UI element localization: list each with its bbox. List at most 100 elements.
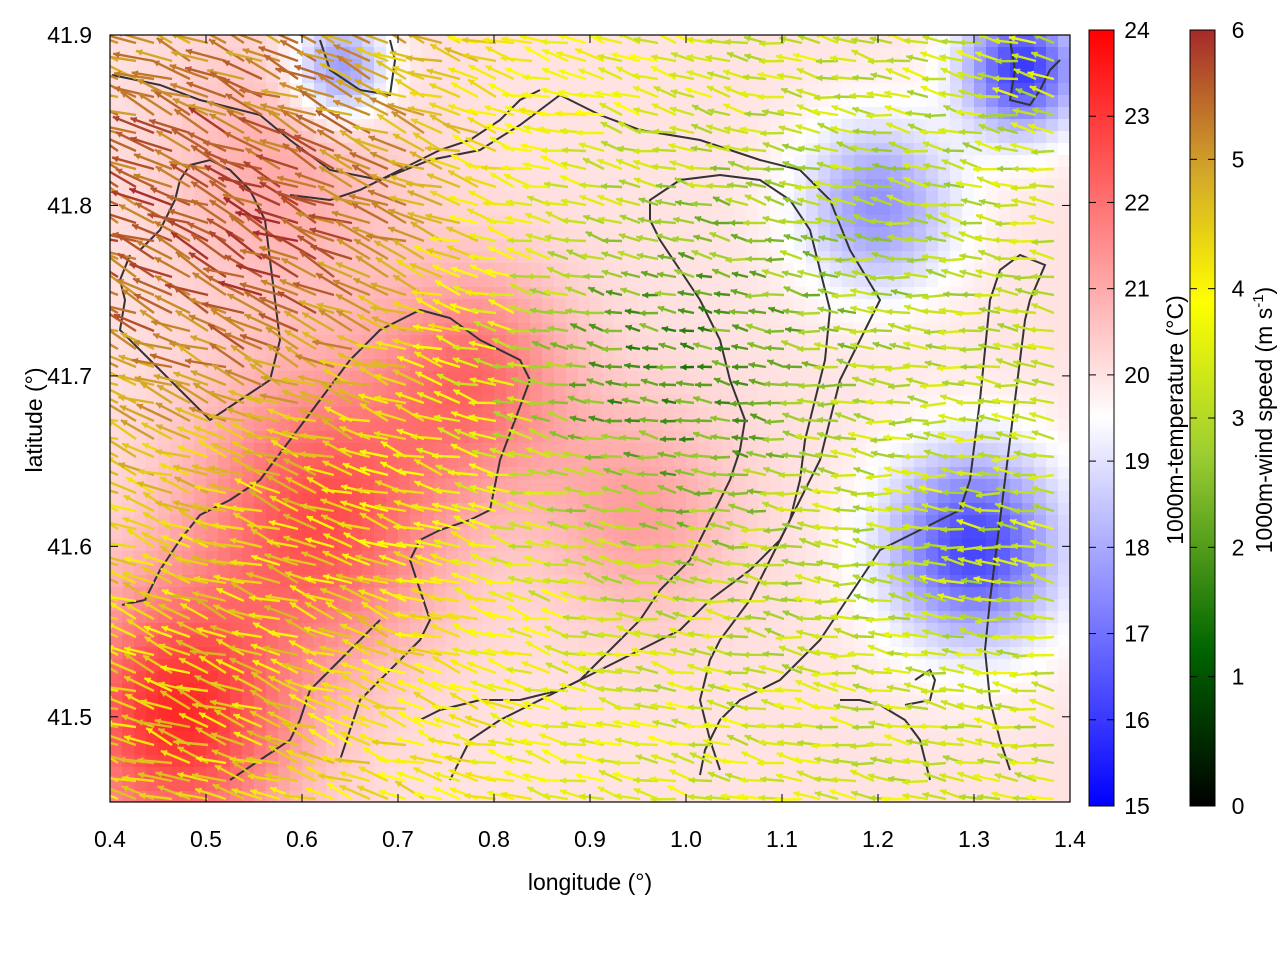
heatmap-cell	[746, 227, 759, 240]
heatmap-cell	[254, 347, 267, 360]
heatmap-cell	[518, 335, 531, 348]
heatmap-cell	[566, 371, 579, 384]
heatmap-cell	[986, 515, 999, 528]
heatmap-cell	[446, 203, 459, 216]
heatmap-cell	[806, 323, 819, 336]
heatmap-cell	[254, 779, 267, 792]
heatmap-cell	[194, 347, 207, 360]
heatmap-cell	[170, 599, 183, 612]
heatmap-cell	[326, 239, 339, 252]
heatmap-cell	[1034, 647, 1047, 660]
heatmap-cell	[818, 407, 831, 420]
heatmap-cell	[830, 551, 843, 564]
heatmap-cell	[134, 107, 147, 120]
heatmap-cell	[158, 707, 171, 720]
heatmap-cell	[902, 443, 915, 456]
heatmap-cell	[110, 635, 123, 648]
heatmap-cell	[854, 719, 867, 732]
heatmap-cell	[1022, 623, 1035, 636]
heatmap-cell	[110, 779, 123, 792]
heatmap-cell	[590, 167, 603, 180]
heatmap-cell	[770, 515, 783, 528]
heatmap-cell	[698, 263, 711, 276]
heatmap-cell	[1010, 623, 1023, 636]
heatmap-cell	[278, 599, 291, 612]
heatmap-cell	[698, 587, 711, 600]
heatmap-cell	[638, 299, 651, 312]
heatmap-cell	[842, 47, 855, 60]
heatmap-cell	[254, 791, 267, 802]
heatmap-cell	[698, 503, 711, 516]
heatmap-cell	[914, 263, 927, 276]
heatmap-cell	[590, 239, 603, 252]
heatmap-cell	[134, 539, 147, 552]
heatmap-cell	[758, 227, 771, 240]
heatmap-cell	[278, 119, 291, 132]
heatmap-cell	[950, 83, 963, 96]
heatmap-cell	[242, 599, 255, 612]
heatmap-cell	[170, 275, 183, 288]
heatmap-cell	[242, 167, 255, 180]
heatmap-cell	[998, 107, 1011, 120]
heatmap-cell	[902, 407, 915, 420]
heatmap-cell	[182, 563, 195, 576]
heatmap-cell	[266, 527, 279, 540]
heatmap-cell	[254, 383, 267, 396]
heatmap-cell	[314, 95, 327, 108]
heatmap-cell	[782, 587, 795, 600]
heatmap-cell	[302, 731, 315, 744]
heatmap-cell	[842, 515, 855, 528]
heatmap-cell	[518, 263, 531, 276]
heatmap-cell	[218, 743, 231, 756]
heatmap-cell	[506, 479, 519, 492]
heatmap-cell	[614, 335, 627, 348]
heatmap-cell	[1022, 263, 1035, 276]
heatmap-cell	[242, 239, 255, 252]
heatmap-cell	[746, 767, 759, 780]
heatmap-cell	[698, 443, 711, 456]
heatmap-cell	[758, 515, 771, 528]
heatmap-cell	[986, 107, 999, 120]
heatmap-cell	[998, 659, 1011, 672]
heatmap-cell	[302, 491, 315, 504]
heatmap-cell	[242, 551, 255, 564]
heatmap-cell	[566, 767, 579, 780]
heatmap-cell	[242, 623, 255, 636]
heatmap-cell	[170, 671, 183, 684]
heatmap-cell	[554, 767, 567, 780]
heatmap-cell	[914, 515, 927, 528]
heatmap-cell	[302, 359, 315, 372]
heatmap-cell	[170, 527, 183, 540]
heatmap-cell	[182, 299, 195, 312]
heatmap-cell	[914, 227, 927, 240]
heatmap-cell	[326, 467, 339, 480]
heatmap-cell	[734, 551, 747, 564]
heatmap-cell	[242, 227, 255, 240]
heatmap-cell	[530, 263, 543, 276]
heatmap-cell	[962, 755, 975, 768]
heatmap-cell	[194, 491, 207, 504]
heatmap-cell	[158, 611, 171, 624]
heatmap-cell	[638, 539, 651, 552]
heatmap-cell	[278, 227, 291, 240]
heatmap-cell	[758, 251, 771, 264]
heatmap-cell	[326, 347, 339, 360]
heatmap-cell	[302, 203, 315, 216]
heatmap-cell	[830, 659, 843, 672]
heatmap-cell	[614, 407, 627, 420]
heatmap-cell	[830, 83, 843, 96]
heatmap-cell	[854, 515, 867, 528]
heatmap-cell	[194, 527, 207, 540]
heatmap-cell	[194, 635, 207, 648]
heatmap-cell	[326, 563, 339, 576]
heatmap-cell	[230, 527, 243, 540]
heatmap-cell	[254, 599, 267, 612]
heatmap-cell	[902, 767, 915, 780]
heatmap-cell	[230, 515, 243, 528]
heatmap-cell	[314, 443, 327, 456]
heatmap-cell	[914, 623, 927, 636]
heatmap-cell	[146, 167, 159, 180]
heatmap-cell	[218, 791, 231, 802]
heatmap-cell	[218, 515, 231, 528]
